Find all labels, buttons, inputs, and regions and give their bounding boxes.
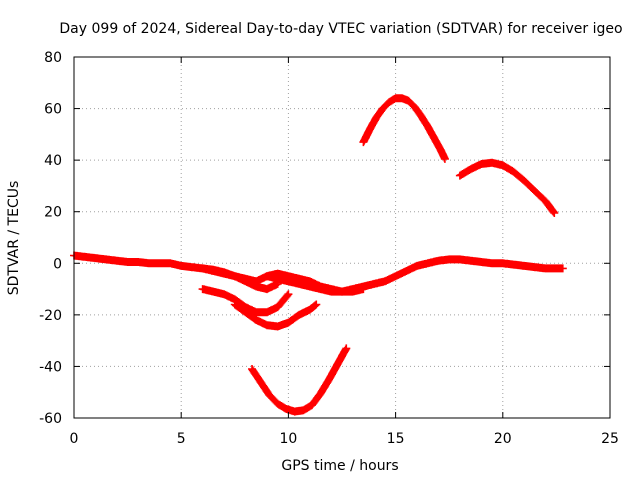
series-track-3 [263,272,368,296]
y-tick-label: 40 [44,153,62,169]
series-track-7 [359,94,449,163]
y-tick-label: -60 [39,411,62,427]
series-markers [359,94,449,163]
series-track-6 [248,344,351,416]
series-track-1 [70,251,282,294]
x-tick-label: 5 [177,431,186,447]
plot-frame [73,56,611,419]
x-tick-label: 0 [70,431,79,447]
x-tick-label: 15 [387,431,405,447]
x-tick-label: 10 [279,431,297,447]
x-axis-label: GPS time / hours [281,458,398,474]
y-tick-label: 0 [53,256,62,272]
series-markers [198,255,567,296]
y-tick-label: -20 [39,308,62,324]
y-axis-label: SDTVAR / TECUs [6,181,22,296]
series-track-2 [198,255,567,296]
y-tick-label: -40 [39,359,62,375]
series-markers [248,344,351,416]
series-markers [230,300,321,331]
x-tick-label: 20 [494,431,512,447]
x-tick-label: 25 [601,431,619,447]
series-track-5 [230,300,321,331]
series-track-4 [198,285,293,317]
data-marks [70,94,567,416]
series-markers [263,272,368,296]
series-markers [198,285,293,317]
series-track-8 [455,158,559,217]
gridlines [74,57,610,418]
y-tick-label: 20 [44,205,62,221]
series-markers [455,158,559,217]
y-tick-label: 80 [44,50,62,66]
chart-title: Day 099 of 2024, Sidereal Day-to-day VTE… [59,21,622,37]
series-markers [70,251,282,294]
axes: 0 5 10 15 20 25 -60 -40 -20 0 20 40 60 80 [39,50,619,447]
y-tick-label: 60 [44,102,62,118]
